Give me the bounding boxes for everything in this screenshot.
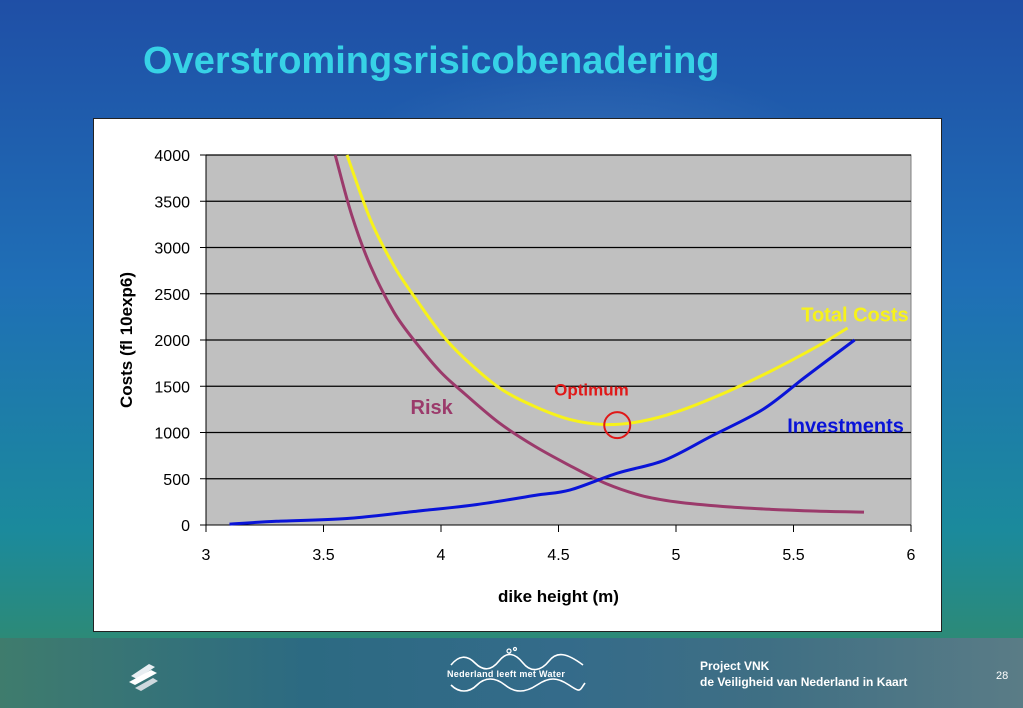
x-tick-label: 5 [672,547,681,564]
x-axis-label: dike height (m) [498,587,619,606]
optimum-marker [603,411,632,440]
vnk-logo-icon [129,664,158,691]
total-costs-line [345,154,849,427]
y-tick-label: 3500 [154,194,190,211]
y-tick-label: 1500 [154,379,190,396]
x-tick-label: 4.5 [547,547,569,564]
total-costs-label: Total Costs [801,305,908,327]
y-tick-label: 1000 [154,426,190,443]
investments-label: Investments [787,416,904,438]
project-name: Project VNK [700,659,770,673]
x-tick-label: 4 [437,547,446,564]
x-tick-label: 3.5 [312,547,334,564]
x-tick-label: 3 [202,547,211,564]
optimum-label: Optimum [554,381,629,400]
footer-bar [0,638,1023,708]
nlw-logo-text: Nederland leeft met Water [447,669,566,679]
y-tick-label: 2500 [154,287,190,304]
y-tick-label: 500 [163,472,190,489]
y-axis-label: Costs (fl 10exp6) [117,272,136,408]
investments-line [229,338,856,526]
page-number: 28 [996,670,1009,682]
y-tick-label: 0 [181,518,190,535]
x-tick-label: 6 [907,547,916,564]
cost-chart: 0 500 1000 1500 2000 2500 3000 3500 4000 3 3.5 4 4.5… [117,148,916,606]
chart-panel: 0 500 1000 1500 2000 2500 3000 3500 4000 3 3.5 4 4.5… [93,118,942,632]
y-tick-label: 3000 [154,241,190,258]
y-tick-label: 4000 [154,148,190,165]
project-subtitle: de Veiligheid van Nederland in Kaart [700,675,908,689]
slide-title: Overstromingsrisicobenadering [143,40,720,82]
risk-label: Risk [411,397,454,419]
y-tick-label: 2000 [154,333,190,350]
risk-line [333,154,865,514]
x-tick-label: 5.5 [782,547,804,564]
nederland-leeft-met-water-logo-icon [450,646,586,692]
